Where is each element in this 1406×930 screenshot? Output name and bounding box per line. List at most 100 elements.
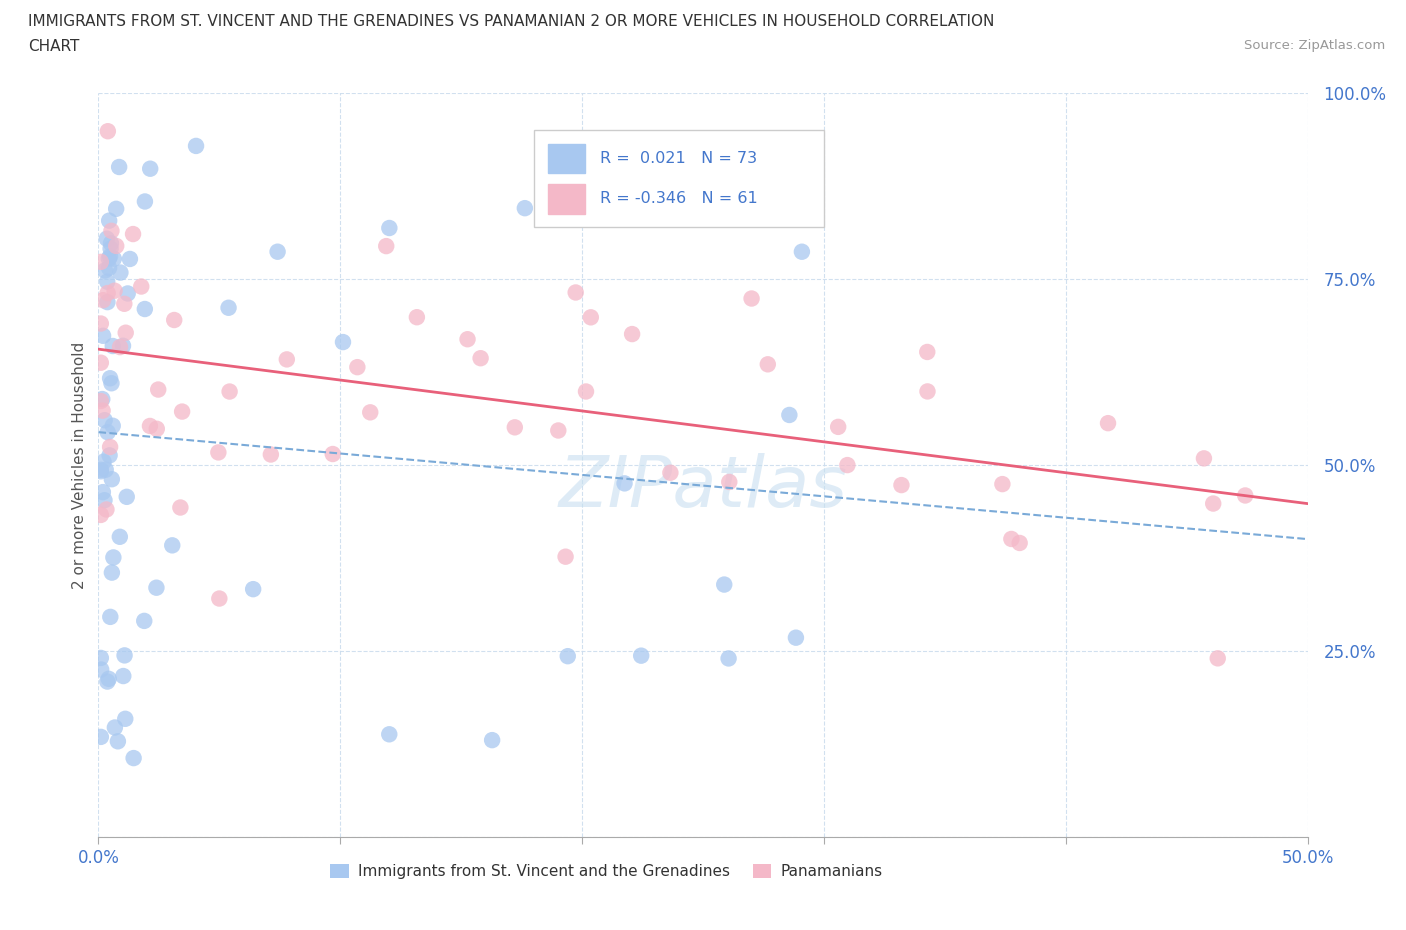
Point <box>470 351 492 365</box>
Point <box>145 580 167 595</box>
Point <box>208 591 231 606</box>
Point <box>557 649 579 664</box>
Point <box>96 674 118 689</box>
Point <box>90 508 112 523</box>
Point <box>98 609 121 624</box>
Legend: Immigrants from St. Vincent and the Grenadines, Panamanians: Immigrants from St. Vincent and the Gren… <box>325 857 889 885</box>
Point <box>101 472 124 486</box>
Point <box>575 384 598 399</box>
Point <box>148 382 170 397</box>
Point <box>111 339 134 353</box>
Point <box>91 293 114 308</box>
Point <box>503 419 526 434</box>
Point <box>100 223 122 238</box>
Point <box>90 650 112 665</box>
Point <box>346 360 368 375</box>
Point <box>97 286 120 300</box>
Point <box>101 418 124 433</box>
Point <box>630 648 652 663</box>
Point <box>713 578 735 592</box>
Point <box>163 312 186 327</box>
Point <box>1202 496 1225 511</box>
Point <box>103 251 125 266</box>
Point <box>122 227 145 242</box>
Point <box>90 316 112 331</box>
Point <box>90 662 112 677</box>
Point <box>756 357 779 372</box>
Point <box>741 291 763 306</box>
Point <box>717 651 740 666</box>
Point <box>97 425 120 440</box>
Point <box>107 734 129 749</box>
Point <box>1008 536 1031 551</box>
Point <box>613 476 636 491</box>
Point <box>100 236 122 251</box>
Point <box>90 393 112 408</box>
Point <box>375 239 398 254</box>
Point <box>90 355 112 370</box>
Point <box>90 462 112 477</box>
Point <box>405 310 427 325</box>
Y-axis label: 2 or more Vehicles in Household: 2 or more Vehicles in Household <box>72 341 87 589</box>
Point <box>98 260 121 275</box>
Point <box>169 500 191 515</box>
Point <box>890 478 912 493</box>
Point <box>1192 451 1215 466</box>
Point <box>104 720 127 735</box>
Point <box>91 404 114 418</box>
Point <box>118 251 141 266</box>
Point <box>103 550 125 565</box>
Point <box>100 376 122 391</box>
Point <box>91 485 114 499</box>
FancyBboxPatch shape <box>548 184 585 214</box>
Point <box>207 445 229 459</box>
Point <box>139 161 162 176</box>
Point <box>108 339 131 354</box>
Point <box>621 180 644 195</box>
Text: R = -0.346   N = 61: R = -0.346 N = 61 <box>600 192 758 206</box>
Point <box>564 285 586 299</box>
Point <box>378 727 401 742</box>
Point <box>1234 488 1257 503</box>
Point <box>93 413 115 428</box>
Text: R =  0.021   N = 73: R = 0.021 N = 73 <box>600 151 758 166</box>
Point <box>917 344 939 359</box>
Point <box>105 202 128 217</box>
Point <box>98 371 121 386</box>
Point <box>659 465 682 480</box>
Point <box>115 489 138 504</box>
Point <box>91 328 114 343</box>
Point <box>98 213 121 228</box>
Point <box>103 284 125 299</box>
Point <box>122 751 145 765</box>
Point <box>91 392 114 406</box>
Point <box>105 238 128 253</box>
FancyBboxPatch shape <box>548 143 585 173</box>
Point <box>117 286 139 301</box>
Point <box>101 565 124 580</box>
Point <box>579 310 602 325</box>
Text: Source: ZipAtlas.com: Source: ZipAtlas.com <box>1244 39 1385 52</box>
Point <box>101 339 124 353</box>
Point <box>90 464 112 479</box>
Point <box>1097 416 1119 431</box>
Point <box>917 384 939 399</box>
Point <box>718 474 741 489</box>
Point <box>332 335 354 350</box>
Point <box>94 263 117 278</box>
Point <box>93 493 115 508</box>
Point <box>98 440 121 455</box>
Point <box>218 300 240 315</box>
Point <box>98 249 121 264</box>
Point <box>1000 532 1022 547</box>
Point <box>96 232 118 246</box>
Point <box>114 648 136 663</box>
Text: IMMIGRANTS FROM ST. VINCENT AND THE GRENADINES VS PANAMANIAN 2 OR MORE VEHICLES : IMMIGRANTS FROM ST. VINCENT AND THE GREN… <box>28 14 994 29</box>
Point <box>778 407 800 422</box>
Point <box>785 631 807 645</box>
Point <box>991 477 1014 492</box>
Point <box>96 295 118 310</box>
Point <box>90 255 112 270</box>
Point <box>96 274 118 289</box>
Point <box>94 462 117 477</box>
